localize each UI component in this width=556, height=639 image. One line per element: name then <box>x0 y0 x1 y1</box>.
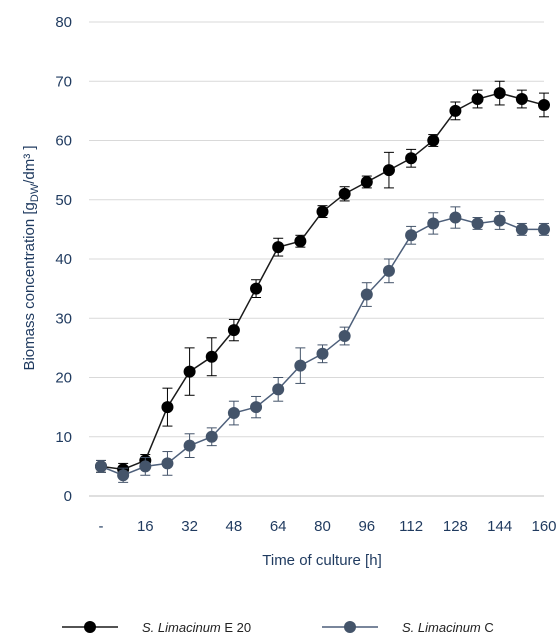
legend-label-c-italic: S. Limacinum <box>402 620 481 635</box>
data-point <box>493 214 506 227</box>
data-point <box>161 457 174 470</box>
legend-item-c: S. Limacinum C <box>322 620 494 635</box>
legend-marker-c <box>344 621 356 633</box>
grid-lines <box>89 21 544 438</box>
y-tick-label: 50 <box>55 192 72 209</box>
data-point <box>316 347 329 360</box>
x-tick-label: 80 <box>314 518 331 535</box>
x-tick-label: 48 <box>226 518 243 535</box>
data-point <box>227 407 240 420</box>
y-axis-title-subscript: DW <box>29 183 41 202</box>
data-point <box>250 401 263 414</box>
data-point <box>427 134 440 147</box>
x-tick-label: 64 <box>270 518 287 535</box>
x-tick-label: 32 <box>181 518 198 535</box>
data-point <box>161 401 174 414</box>
data-point <box>95 460 107 473</box>
data-point <box>382 164 395 177</box>
data-point <box>227 324 240 337</box>
y-tick-label: 60 <box>55 133 72 150</box>
y-tick-label: 70 <box>55 73 72 90</box>
data-point <box>360 175 373 188</box>
data-point <box>205 350 218 363</box>
data-point <box>493 87 506 100</box>
data-point <box>538 223 550 236</box>
data-point <box>338 330 351 343</box>
data-point <box>272 241 285 254</box>
x-tick-label: 16 <box>137 518 154 535</box>
data-point <box>538 98 550 111</box>
x-tick-label: 160 <box>531 518 556 535</box>
data-point <box>382 264 395 277</box>
x-tick-label: - <box>99 518 104 535</box>
data-point <box>471 217 484 230</box>
y-tick-label: 0 <box>64 488 72 505</box>
legend-item-e20: S. Limacinum E 20 <box>62 620 251 635</box>
y-tick-label: 40 <box>55 251 72 268</box>
data-point <box>360 288 373 301</box>
x-tick-label: 112 <box>399 518 423 535</box>
y-tick-label: 30 <box>55 310 72 327</box>
y-tick-label: 10 <box>55 429 72 446</box>
x-tick-label: 96 <box>358 518 375 535</box>
legend-marker-e20 <box>84 621 96 633</box>
y-tick-labels: 0 10 20 30 40 50 60 70 80 <box>55 14 72 505</box>
x-tick-label: 128 <box>443 518 468 535</box>
data-point <box>449 104 462 117</box>
data-point <box>183 439 196 452</box>
x-tick-label: 144 <box>487 518 512 535</box>
data-point <box>183 365 196 378</box>
series-layer <box>95 80 550 483</box>
data-point <box>294 359 307 372</box>
legend-label-c-suffix: C <box>481 620 494 635</box>
data-point <box>427 217 440 230</box>
data-point <box>294 235 307 248</box>
data-point <box>449 211 462 224</box>
data-point <box>471 93 484 106</box>
y-axis-title-unit: /dm³ ] <box>21 145 38 183</box>
data-point <box>405 152 418 165</box>
data-point <box>139 460 152 473</box>
y-axis-title: Biomass concentration [gDW/dm³ ] <box>21 145 41 370</box>
legend-label-e20: S. Limacinum E 20 <box>142 620 251 635</box>
legend: S. Limacinum E 20 S. Limacinum C <box>62 620 494 635</box>
y-tick-label: 20 <box>55 370 72 387</box>
data-point <box>316 205 329 218</box>
x-axis-title: Time of culture [h] <box>262 552 382 569</box>
legend-label-c: S. Limacinum C <box>402 620 494 635</box>
legend-label-e20-suffix: E 20 <box>221 620 251 635</box>
legend-label-e20-italic: S. Limacinum <box>142 620 221 635</box>
data-point <box>515 93 528 106</box>
y-axis-title-main: Biomass concentration [g <box>21 202 38 370</box>
x-tick-labels: - 16 32 48 64 80 96 112 128 144 160 <box>99 518 556 535</box>
y-tick-label: 80 <box>55 14 72 31</box>
data-point <box>272 383 285 396</box>
data-point <box>250 282 263 295</box>
data-point <box>515 223 528 236</box>
data-point <box>117 469 130 482</box>
data-point <box>205 430 218 443</box>
data-point <box>405 229 418 242</box>
series-1 <box>95 206 550 483</box>
data-point <box>338 187 351 200</box>
